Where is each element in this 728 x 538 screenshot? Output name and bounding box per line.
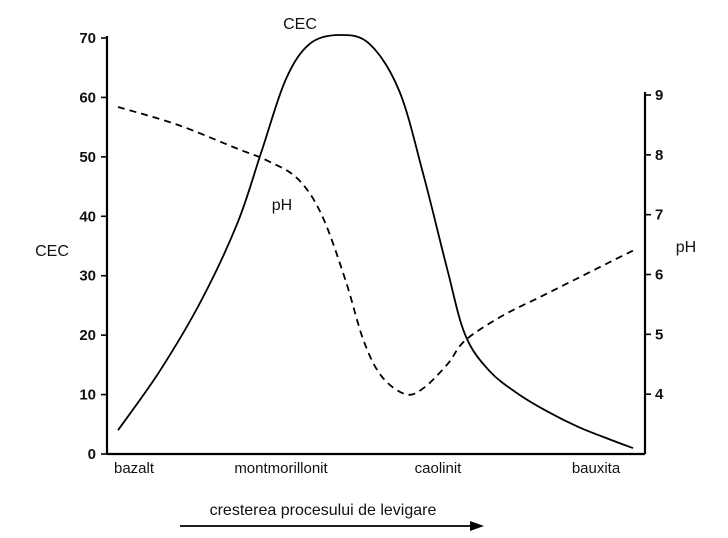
- right-tick-label-5: 5: [655, 326, 663, 343]
- category-label-montmorillonit: montmorillonit: [234, 460, 328, 477]
- left-tick-label-20: 20: [79, 327, 96, 344]
- left-tick-label-50: 50: [79, 149, 96, 166]
- arrow-head-icon: [470, 521, 484, 531]
- right-tick-label-6: 6: [655, 267, 663, 284]
- right-tick-label-8: 8: [655, 147, 663, 164]
- left-tick-label-0: 0: [88, 446, 96, 463]
- ph-series-line: [117, 106, 634, 396]
- right-tick-label-4: 4: [655, 386, 664, 403]
- right-axis-ticks: 4 5 6 7 8 9: [645, 87, 664, 403]
- left-axis-ticks: 0 10 20 30 40 50 60 70: [79, 30, 107, 463]
- category-label-bauxita: bauxita: [572, 460, 621, 477]
- cec-series-line: [117, 34, 634, 449]
- left-tick-label-30: 30: [79, 268, 96, 285]
- left-tick-label-70: 70: [79, 30, 96, 47]
- left-tick-label-10: 10: [79, 387, 96, 404]
- ph-curve-label: pH: [272, 197, 292, 214]
- left-axis-title: CEC: [35, 243, 69, 260]
- left-tick-label-60: 60: [79, 89, 96, 106]
- right-axis-title: pH: [676, 239, 696, 256]
- left-tick-label-40: 40: [79, 208, 96, 225]
- category-label-bazalt: bazalt: [114, 460, 155, 477]
- right-tick-label-9: 9: [655, 87, 663, 104]
- cec-curve-label: CEC: [283, 16, 317, 33]
- process-arrow-label: cresterea procesului de levigare: [210, 502, 437, 519]
- right-tick-label-7: 7: [655, 207, 663, 224]
- category-label-caolinit: caolinit: [415, 460, 463, 477]
